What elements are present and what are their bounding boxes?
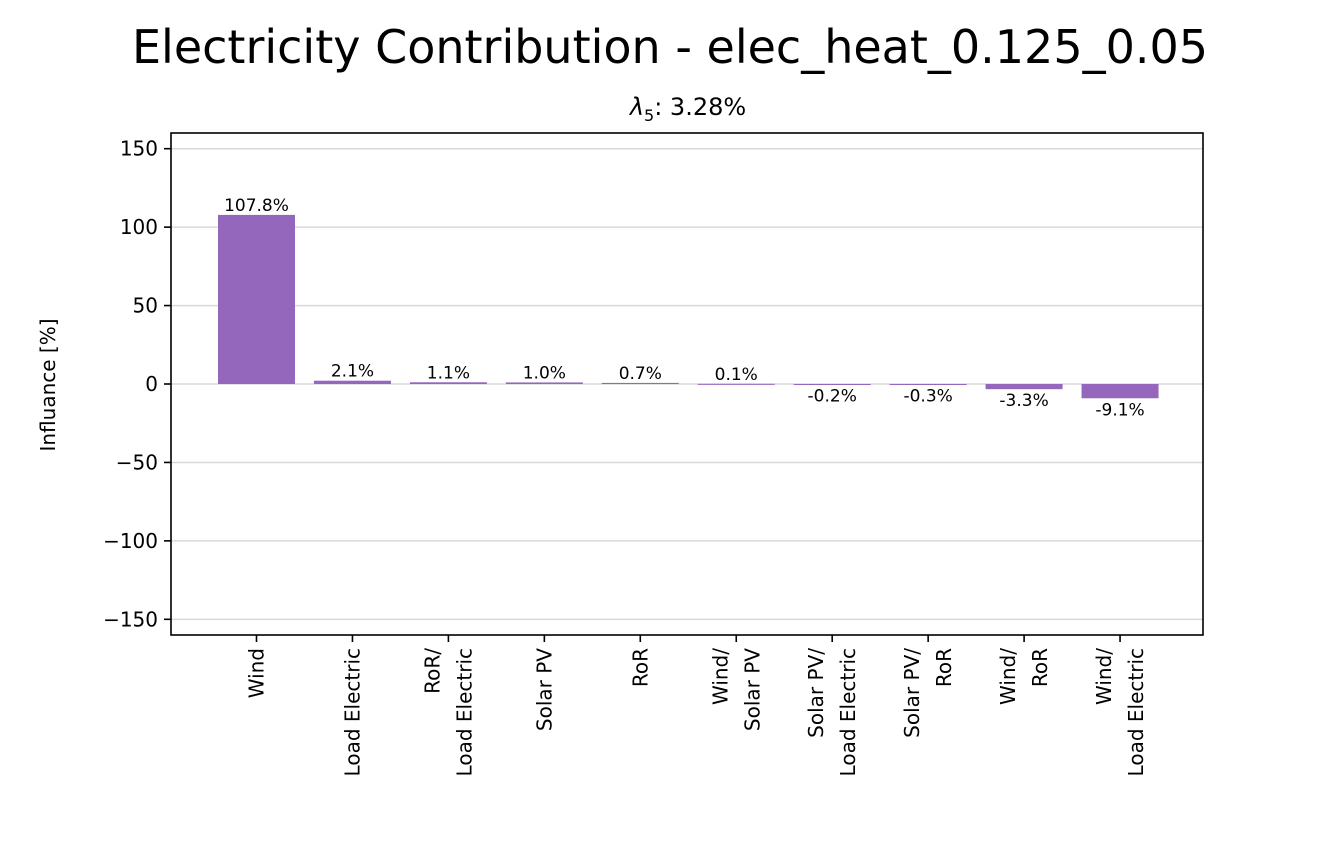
x-tick-label-2-line-1: Load Electric bbox=[452, 648, 476, 776]
x-tick-label-0: Wind bbox=[245, 648, 269, 698]
x-tick-label-6-line-1: Load Electric bbox=[836, 648, 860, 776]
y-tick-label-6: 150 bbox=[120, 137, 158, 161]
x-tick-label-2-line-0: RoR/ bbox=[420, 648, 444, 694]
data-label-8: -3.3% bbox=[999, 391, 1048, 411]
x-tick-label-4-line-0: RoR bbox=[628, 648, 652, 687]
x-tick-label-7-line-0: Solar PV/ bbox=[900, 648, 924, 738]
x-tick-label-7: Solar PV/RoR bbox=[900, 648, 956, 738]
data-labels-layer: 107.8% 2.1% 1.1% 1.0% 0.7% 0.1% -0.2% -0.3% -3.3… bbox=[224, 196, 1145, 420]
subtitle-symbol: λ bbox=[628, 93, 644, 121]
y-tick-label-5: 100 bbox=[120, 215, 158, 239]
x-tick-label-9-line-0: Wind/ bbox=[1092, 648, 1116, 705]
data-label-5: 0.1% bbox=[715, 365, 758, 385]
y-tick-label-0: −150 bbox=[103, 607, 158, 631]
x-tick-label-6: Solar PV/Load Electric bbox=[804, 648, 860, 777]
y-tick-label-2: −50 bbox=[116, 450, 158, 474]
y-tick-label-1: −100 bbox=[103, 529, 158, 553]
y-axis-label: Influance [%] bbox=[36, 318, 60, 451]
bar-7 bbox=[889, 384, 967, 385]
bars-layer bbox=[218, 214, 1159, 399]
bar-5 bbox=[697, 383, 775, 385]
bar-0 bbox=[218, 214, 295, 384]
x-tick-label-1: Load Electric bbox=[340, 648, 364, 776]
x-tick-label-1-line-0: Load Electric bbox=[340, 648, 364, 776]
x-tick-label-9-line-1: Load Electric bbox=[1124, 648, 1148, 776]
data-label-1: 2.1% bbox=[331, 362, 374, 382]
bar-3 bbox=[505, 382, 583, 384]
data-label-9: -9.1% bbox=[1095, 400, 1144, 420]
x-tick-label-7-line-1: RoR bbox=[932, 648, 956, 687]
x-tick-label-8: Wind/RoR bbox=[996, 648, 1052, 705]
bar-9 bbox=[1081, 384, 1159, 399]
data-label-6: -0.2% bbox=[808, 386, 857, 406]
bar-2 bbox=[409, 382, 487, 384]
chart-title: Electricity Contribution - elec_heat_0.1… bbox=[132, 20, 1208, 74]
subtitle-value: : 3.28% bbox=[654, 93, 746, 121]
x-tick-label-3: Solar PV bbox=[532, 648, 556, 731]
y-tick-label-4: 50 bbox=[133, 294, 158, 318]
data-label-7: -0.3% bbox=[903, 386, 952, 406]
x-tick-label-0-line-0: Wind bbox=[245, 648, 269, 698]
x-tick-label-8-line-1: RoR bbox=[1028, 648, 1052, 687]
chart-subtitle: λ5: 3.28% bbox=[628, 93, 746, 125]
data-label-3: 1.0% bbox=[523, 363, 566, 383]
x-tick-label-5: Wind/Solar PV bbox=[708, 648, 764, 731]
y-tick-label-3: 0 bbox=[145, 372, 158, 396]
bar-1 bbox=[313, 380, 391, 384]
x-tick-label-6-line-0: Solar PV/ bbox=[804, 648, 828, 738]
x-tick-label-2: RoR/Load Electric bbox=[420, 648, 476, 777]
data-label-0: 107.8% bbox=[224, 196, 289, 216]
x-tick-label-5-line-1: Solar PV bbox=[740, 648, 764, 731]
bar-4 bbox=[601, 382, 679, 384]
bar-6 bbox=[793, 384, 871, 385]
x-tick-label-9: Wind/Load Electric bbox=[1092, 648, 1148, 777]
x-tick-label-5-line-0: Wind/ bbox=[708, 648, 732, 705]
data-label-4: 0.7% bbox=[619, 364, 662, 384]
data-label-2: 1.1% bbox=[427, 363, 470, 383]
x-tick-label-8-line-0: Wind/ bbox=[996, 648, 1020, 705]
x-tick-label-3-line-0: Solar PV bbox=[532, 648, 556, 731]
bar-8 bbox=[985, 384, 1063, 390]
x-tick-label-4: RoR bbox=[628, 648, 652, 687]
subtitle-subscript: 5 bbox=[644, 106, 654, 125]
